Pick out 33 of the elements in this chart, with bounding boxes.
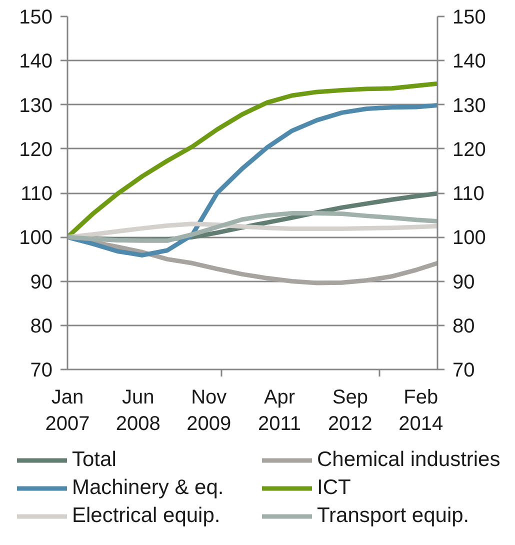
- x-tick-label: Apr 2011: [258, 386, 302, 435]
- y2-tick-label: 130: [452, 94, 486, 117]
- x-tick-label: Jun 2008: [116, 386, 160, 435]
- legend-label: Transport equip.: [317, 503, 470, 529]
- y-tick-label: 90: [30, 271, 53, 294]
- y2-tick-label: 150: [452, 6, 486, 28]
- y-tick-label: 120: [19, 138, 53, 161]
- x-tick-label: Sep 2012: [328, 386, 372, 435]
- x-tick-label: Feb 2014: [398, 386, 444, 435]
- line-series: [68, 211, 438, 243]
- x-tick-label: Jan 2007: [45, 386, 90, 435]
- y-tick-label: 150: [19, 6, 53, 28]
- y2-tick-label: 120: [452, 138, 486, 161]
- y2-tick-label: 70: [452, 360, 475, 382]
- y2-tick-label: 140: [452, 50, 486, 73]
- line-series: [68, 222, 438, 240]
- y-tick-label: 140: [19, 50, 53, 73]
- y-tick-label: 70: [30, 360, 53, 382]
- y-tick-label: 100: [19, 227, 53, 250]
- legend-label: ICT: [317, 475, 352, 501]
- legend-label: Chemical industries: [317, 447, 502, 473]
- y-tick-label: 110: [20, 183, 53, 205]
- y2-tick-label: 110: [452, 183, 484, 205]
- y-tick-label: 130: [19, 94, 53, 117]
- line-series: [68, 102, 438, 258]
- y-tick-label: 80: [30, 315, 53, 338]
- legend-label: Machinery & eq.: [72, 475, 225, 501]
- y2-tick-label: 100: [452, 227, 486, 250]
- x-tick-label: Nov 2009: [186, 386, 232, 435]
- y2-tick-label: 80: [452, 315, 475, 338]
- y2-tick-label: 90: [452, 271, 475, 294]
- legend-label: Electrical equip.: [72, 503, 222, 529]
- legend-label: Total: [72, 447, 118, 473]
